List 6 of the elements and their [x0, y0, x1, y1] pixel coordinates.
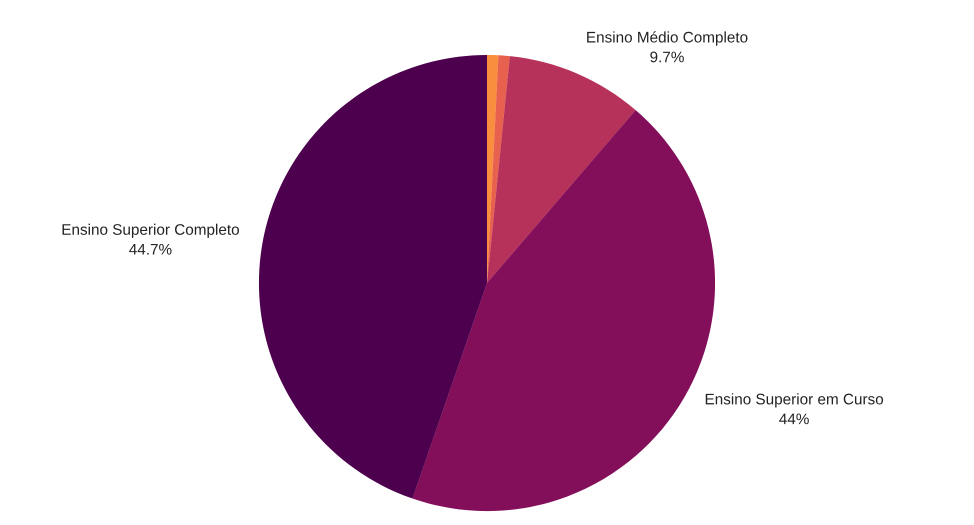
- slice-label: Ensino Superior em Curso: [706, 393, 884, 408]
- slice-label: Ensino Médio Completo: [587, 31, 748, 46]
- slice-label: Ensino Superior Completo: [62, 224, 239, 238]
- data-label: 44%: [779, 414, 809, 424]
- data-label: 9.7%: [650, 52, 684, 62]
- data-label: 44.7%: [129, 244, 172, 255]
